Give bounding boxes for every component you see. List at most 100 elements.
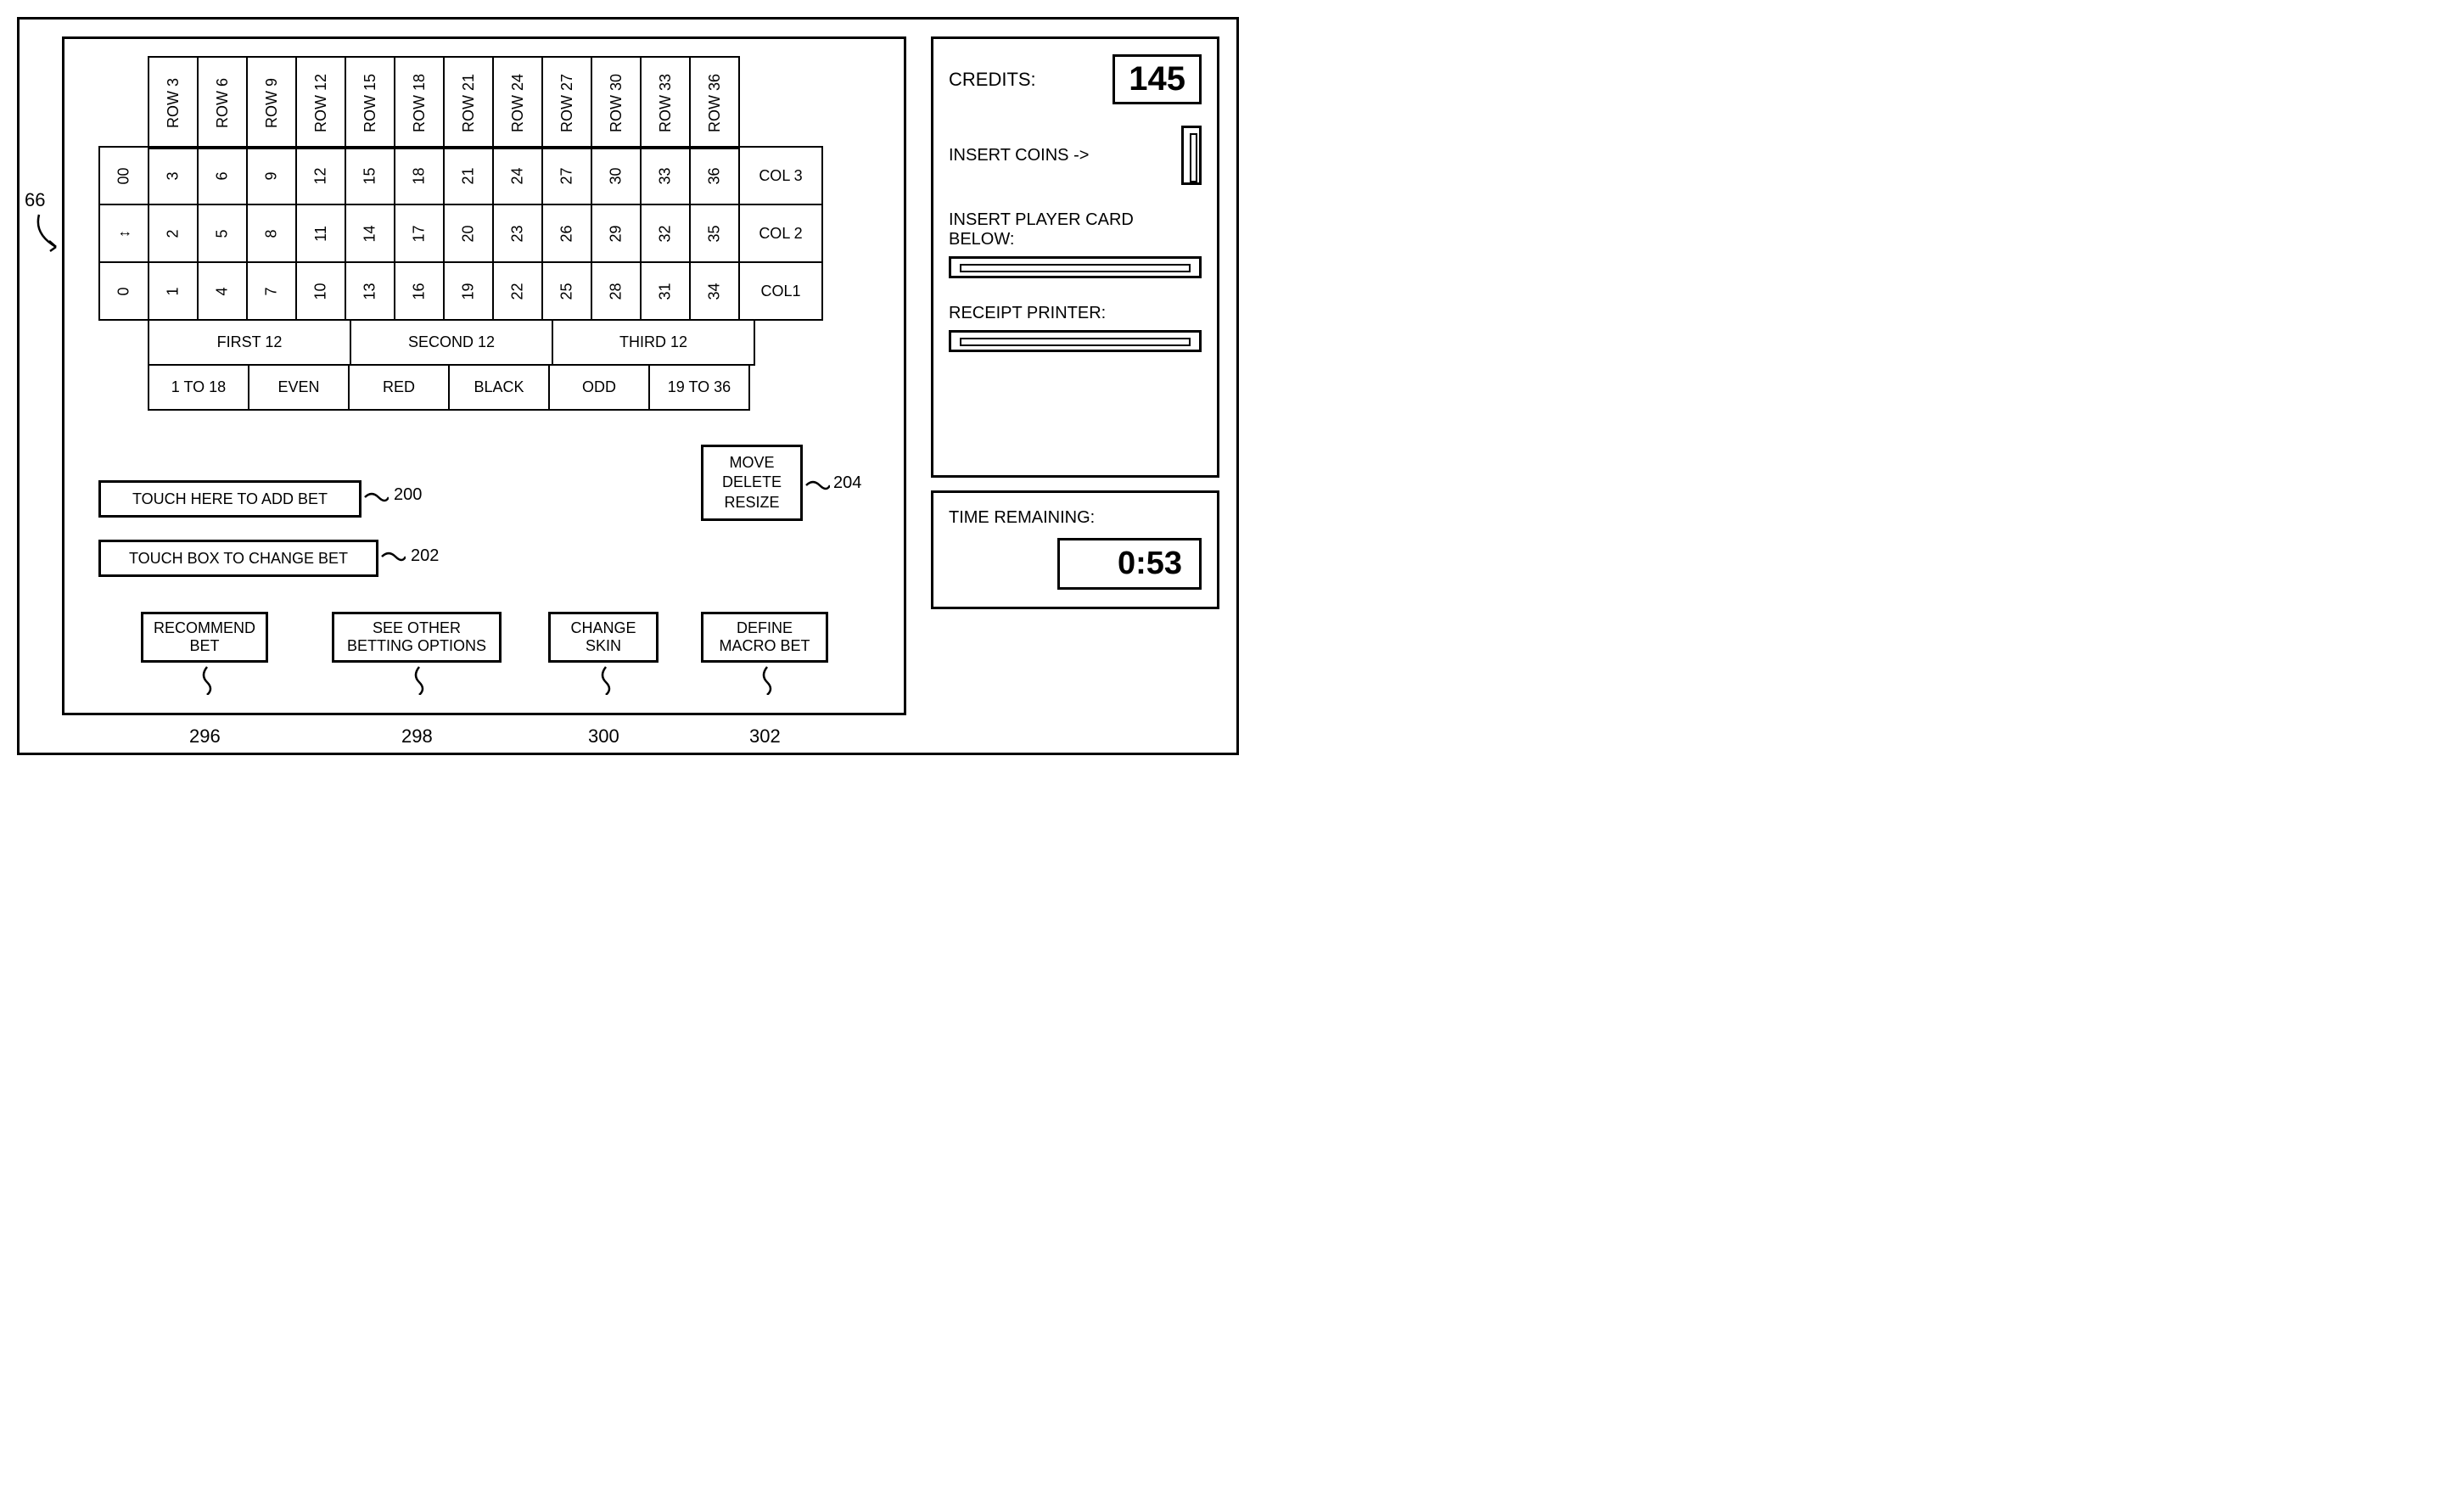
row-header[interactable]: ROW 21: [443, 56, 494, 149]
number-cell[interactable]: 6: [197, 146, 248, 205]
dozen-first[interactable]: FIRST 12: [148, 319, 351, 366]
outside-red[interactable]: RED: [348, 364, 450, 411]
other-betting-options-button[interactable]: SEE OTHER BETTING OPTIONS: [332, 612, 502, 663]
number-cell[interactable]: 5: [197, 204, 248, 263]
number-cell[interactable]: 15: [345, 146, 395, 205]
recommend-bet-button[interactable]: RECOMMEND BET: [141, 612, 268, 663]
number-cell[interactable]: 7: [246, 261, 297, 321]
number-cell[interactable]: 21: [443, 146, 494, 205]
callout-202: 202: [411, 546, 439, 566]
coin-slot-icon[interactable]: [1181, 126, 1202, 185]
callout-connector: [380, 548, 406, 565]
callout-302: 302: [749, 725, 781, 748]
number-grid: 00 ↕ 0 321654987121110151413181716212019…: [98, 149, 823, 321]
row-header[interactable]: ROW 12: [295, 56, 346, 149]
side-panel-top: CREDITS: 145 INSERT COINS -> INSERT PLAY…: [931, 36, 1219, 478]
callout-connector: [363, 489, 389, 506]
number-cell[interactable]: 22: [492, 261, 543, 321]
number-cell[interactable]: 36: [689, 146, 740, 205]
row-header[interactable]: ROW 33: [640, 56, 691, 149]
change-bet-button[interactable]: TOUCH BOX TO CHANGE BET: [98, 540, 378, 577]
number-cell[interactable]: 27: [541, 146, 592, 205]
number-column: 321: [148, 148, 199, 321]
number-cell[interactable]: 3: [148, 146, 199, 205]
dozen-second[interactable]: SECOND 12: [350, 319, 553, 366]
number-cell[interactable]: 12: [295, 146, 346, 205]
row-header[interactable]: ROW 30: [591, 56, 642, 149]
row-header[interactable]: ROW 15: [345, 56, 395, 149]
number-cell[interactable]: 23: [492, 204, 543, 263]
number-cell[interactable]: 25: [541, 261, 592, 321]
number-cell[interactable]: 28: [591, 261, 642, 321]
number-cell[interactable]: 17: [394, 204, 445, 263]
number-column: 151413: [345, 148, 395, 321]
number-cell[interactable]: 14: [345, 204, 395, 263]
number-cell[interactable]: 26: [541, 204, 592, 263]
outside-odd[interactable]: ODD: [548, 364, 650, 411]
callout-connector: [597, 665, 614, 695]
number-cell[interactable]: 18: [394, 146, 445, 205]
number-column: 272625: [541, 148, 592, 321]
number-cell[interactable]: 24: [492, 146, 543, 205]
dozen-third[interactable]: THIRD 12: [552, 319, 755, 366]
number-cell[interactable]: 34: [689, 261, 740, 321]
number-cell[interactable]: 19: [443, 261, 494, 321]
number-cell[interactable]: 33: [640, 146, 691, 205]
row-header[interactable]: ROW 24: [492, 56, 543, 149]
receipt-printer-slot: [949, 330, 1202, 352]
number-cell[interactable]: 20: [443, 204, 494, 263]
number-column: 242322: [492, 148, 543, 321]
number-columns: 3216549871211101514131817162120192423222…: [149, 149, 740, 321]
outside-1to18[interactable]: 1 TO 18: [148, 364, 249, 411]
number-cell[interactable]: 32: [640, 204, 691, 263]
outside-even[interactable]: EVEN: [248, 364, 350, 411]
credits-row: CREDITS: 145: [949, 54, 1202, 104]
number-cell[interactable]: 1: [148, 261, 199, 321]
callout-connector: [804, 477, 830, 494]
number-cell[interactable]: 31: [640, 261, 691, 321]
define-macro-bet-button[interactable]: DEFINE MACRO BET: [701, 612, 828, 663]
zero-cell-resize[interactable]: ↕: [98, 204, 149, 263]
number-cell[interactable]: 10: [295, 261, 346, 321]
change-skin-button[interactable]: CHANGE SKIN: [548, 612, 659, 663]
zero-cell-00[interactable]: 00: [98, 146, 149, 205]
number-column: 333231: [640, 148, 691, 321]
callout-300: 300: [588, 725, 619, 748]
number-cell[interactable]: 8: [246, 204, 297, 263]
col-label-3[interactable]: COL 3: [738, 146, 823, 205]
col-label-2[interactable]: COL 2: [738, 204, 823, 263]
move-delete-resize-button[interactable]: MOVE DELETE RESIZE: [701, 445, 803, 521]
player-card-slot[interactable]: [949, 256, 1202, 278]
outside-bets-row: 1 TO 18 EVEN RED BLACK ODD 19 TO 36: [149, 364, 823, 411]
time-remaining-label: TIME REMAINING:: [949, 508, 1202, 528]
dozens-row: FIRST 12 SECOND 12 THIRD 12: [149, 319, 823, 366]
number-cell[interactable]: 11: [295, 204, 346, 263]
callout-connector: [199, 665, 216, 695]
row-header[interactable]: ROW 9: [246, 56, 297, 149]
callout-connector: [411, 665, 428, 695]
outside-black[interactable]: BLACK: [448, 364, 550, 411]
callout-296: 296: [189, 725, 221, 748]
row-header[interactable]: ROW 18: [394, 56, 445, 149]
number-cell[interactable]: 29: [591, 204, 642, 263]
number-cell[interactable]: 16: [394, 261, 445, 321]
add-bet-button[interactable]: TOUCH HERE TO ADD BET: [98, 480, 361, 518]
row-header[interactable]: ROW 27: [541, 56, 592, 149]
coin-row: INSERT COINS ->: [949, 126, 1202, 185]
row-header[interactable]: ROW 36: [689, 56, 740, 149]
callout-204: 204: [833, 473, 861, 493]
col-label-1[interactable]: COL1: [738, 261, 823, 321]
number-cell[interactable]: 35: [689, 204, 740, 263]
row-header[interactable]: ROW 6: [197, 56, 248, 149]
number-column: 987: [246, 148, 297, 321]
number-cell[interactable]: 30: [591, 146, 642, 205]
zero-cell-0[interactable]: 0: [98, 261, 149, 321]
outside-19to36[interactable]: 19 TO 36: [648, 364, 750, 411]
row-header[interactable]: ROW 3: [148, 56, 199, 149]
number-cell[interactable]: 4: [197, 261, 248, 321]
number-cell[interactable]: 2: [148, 204, 199, 263]
receipt-printer-label: RECEIPT PRINTER:: [949, 304, 1202, 323]
credits-value: 145: [1113, 54, 1202, 104]
number-cell[interactable]: 9: [246, 146, 297, 205]
number-cell[interactable]: 13: [345, 261, 395, 321]
